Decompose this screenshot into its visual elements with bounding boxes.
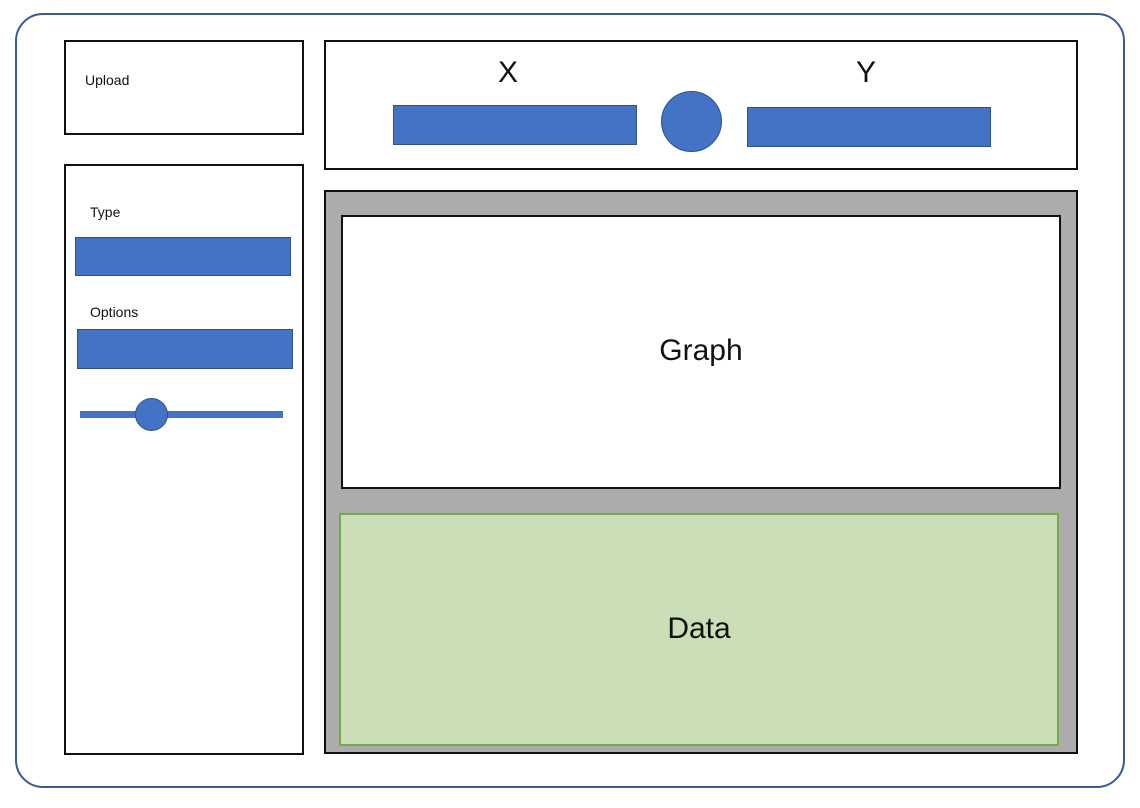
data-table-area[interactable]: Data bbox=[339, 513, 1059, 746]
type-dropdown[interactable] bbox=[75, 237, 291, 276]
graph-area[interactable]: Graph bbox=[341, 215, 1061, 489]
data-label: Data bbox=[667, 612, 731, 645]
graph-label: Graph bbox=[659, 334, 743, 367]
axis-selector-panel: X Y bbox=[324, 40, 1078, 170]
slider-thumb[interactable] bbox=[134, 398, 168, 431]
swap-axes-button[interactable] bbox=[661, 91, 722, 152]
options-label: Options bbox=[90, 304, 139, 320]
type-label: Type bbox=[90, 204, 121, 220]
options-slider[interactable] bbox=[80, 396, 283, 432]
upload-panel[interactable]: Upload bbox=[64, 40, 304, 135]
y-axis-label: Y bbox=[856, 56, 877, 89]
slider-track bbox=[80, 411, 283, 418]
x-axis-label: X bbox=[498, 56, 519, 89]
sidebar-panel: Type Options bbox=[64, 164, 304, 755]
y-axis-dropdown[interactable] bbox=[747, 107, 991, 147]
options-dropdown[interactable] bbox=[77, 329, 293, 369]
app-frame bbox=[15, 13, 1125, 788]
x-axis-dropdown[interactable] bbox=[393, 105, 637, 145]
upload-label: Upload bbox=[85, 72, 130, 88]
main-panel: Graph Data bbox=[324, 190, 1078, 754]
